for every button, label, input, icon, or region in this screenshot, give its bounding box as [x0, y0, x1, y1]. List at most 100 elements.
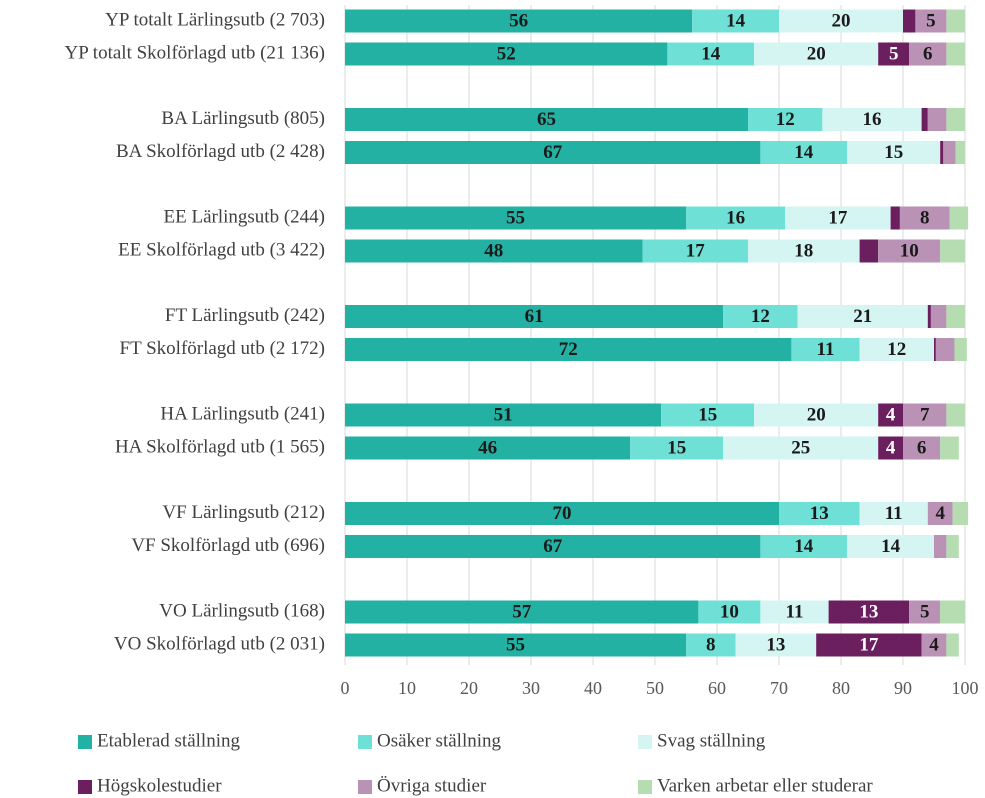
- value-label: 5: [889, 43, 899, 64]
- value-label: 7: [920, 404, 930, 425]
- bar-segment: [946, 633, 959, 657]
- category-label: FT Lärlingsutb (242): [165, 305, 325, 326]
- value-label: 12: [887, 339, 906, 360]
- bar-segment: [903, 436, 941, 460]
- category-label: FT Skolförlagd utb (2 172): [120, 338, 325, 359]
- value-label: 61: [525, 306, 544, 327]
- x-tick-label: 100: [952, 678, 979, 698]
- bar-segment: [816, 633, 922, 657]
- bar-segment: [345, 502, 779, 525]
- value-label: 67: [543, 142, 563, 163]
- bar-segment: [927, 305, 931, 328]
- x-tick-label: 90: [894, 678, 912, 698]
- value-label: 57: [512, 601, 532, 622]
- value-label: 55: [506, 207, 525, 228]
- value-label: 15: [884, 142, 903, 163]
- value-label: 72: [559, 339, 578, 360]
- legend-swatch: [358, 735, 372, 749]
- value-label: 13: [766, 634, 785, 655]
- category-label: YP totalt Lärlingsutb (2 703): [105, 9, 325, 30]
- bar-segment: [878, 42, 910, 66]
- category-label: HA Lärlingsutb (241): [160, 403, 325, 424]
- bar-segment: [754, 403, 879, 427]
- bar-segment: [345, 305, 724, 328]
- category-label: VF Lärlingsutb (212): [162, 502, 325, 523]
- bar-segment: [345, 600, 699, 624]
- bar-segment: [954, 338, 967, 361]
- bar-segment: [345, 403, 662, 427]
- bar-segment: [345, 436, 631, 460]
- bar-segment: [345, 9, 693, 33]
- value-label: 12: [751, 306, 770, 327]
- value-label: 6: [917, 437, 927, 458]
- value-label: 15: [667, 437, 686, 458]
- value-label: 11: [786, 601, 804, 622]
- legend-swatch: [638, 780, 652, 794]
- bar-segment: [859, 502, 928, 525]
- legend-label: Högskolestudier: [97, 775, 222, 796]
- legend-label: Etablerad ställning: [97, 730, 240, 751]
- bar-segment: [723, 305, 798, 328]
- bar-segment: [630, 436, 724, 460]
- bar-segment: [754, 42, 879, 66]
- value-label: 14: [701, 43, 721, 64]
- value-label: 51: [494, 404, 513, 425]
- bar-segment: [927, 502, 953, 525]
- x-tick-label: 60: [708, 678, 726, 698]
- bar-segment: [935, 338, 955, 361]
- bar-segment: [345, 338, 792, 361]
- value-label: 11: [817, 339, 835, 360]
- value-label: 25: [791, 437, 810, 458]
- x-tick-label: 20: [460, 678, 478, 698]
- x-tick-label: 0: [341, 678, 350, 698]
- bar-segment: [878, 436, 903, 460]
- bar-segment: [667, 42, 755, 66]
- bar-segment: [828, 600, 910, 624]
- x-tick-label: 50: [646, 678, 664, 698]
- category-label: VO Skolförlagd utb (2 031): [114, 633, 325, 654]
- bar-segment: [940, 600, 965, 624]
- value-label: 8: [920, 207, 930, 228]
- bar-segment: [934, 338, 936, 361]
- bar-segment: [797, 305, 928, 328]
- bar-segment: [890, 206, 900, 230]
- bar-segment: [760, 535, 848, 558]
- bar-segment: [723, 436, 879, 460]
- bar-segment: [930, 305, 947, 328]
- value-label: 17: [828, 207, 848, 228]
- value-label: 15: [698, 404, 717, 425]
- bar-segment: [946, 305, 965, 328]
- bar-segment: [779, 502, 860, 525]
- bar-segment: [903, 9, 916, 33]
- bar-segment: [661, 403, 755, 427]
- bar-segment: [748, 108, 823, 131]
- legend-label: Osäker ställning: [377, 730, 502, 751]
- bar-segment: [909, 42, 947, 66]
- bar-segment: [345, 108, 748, 131]
- value-label: 16: [726, 207, 745, 228]
- value-label: 17: [859, 634, 879, 655]
- category-label: HA Skolförlagd utb (1 565): [115, 436, 325, 457]
- value-label: 4: [935, 503, 945, 524]
- x-tick-label: 70: [770, 678, 788, 698]
- bar-segment: [921, 633, 947, 657]
- value-label: 5: [926, 10, 936, 31]
- value-label: 17: [686, 240, 706, 261]
- value-label: 11: [885, 503, 903, 524]
- value-label: 4: [929, 634, 939, 655]
- bar-segment: [940, 239, 965, 263]
- bar-segment: [760, 141, 848, 164]
- bar-segment: [949, 206, 969, 230]
- value-label: 20: [807, 404, 826, 425]
- bar-segment: [952, 502, 969, 525]
- bar-segment: [859, 239, 879, 263]
- value-label: 4: [886, 404, 896, 425]
- value-label: 8: [706, 634, 716, 655]
- x-tick-label: 80: [832, 678, 850, 698]
- bar-segment: [847, 141, 941, 164]
- value-label: 20: [832, 10, 851, 31]
- bar-segment: [943, 141, 956, 164]
- value-label: 46: [478, 437, 497, 458]
- value-label: 48: [484, 240, 503, 261]
- category-label: EE Skolförlagd utb (3 422): [118, 239, 325, 260]
